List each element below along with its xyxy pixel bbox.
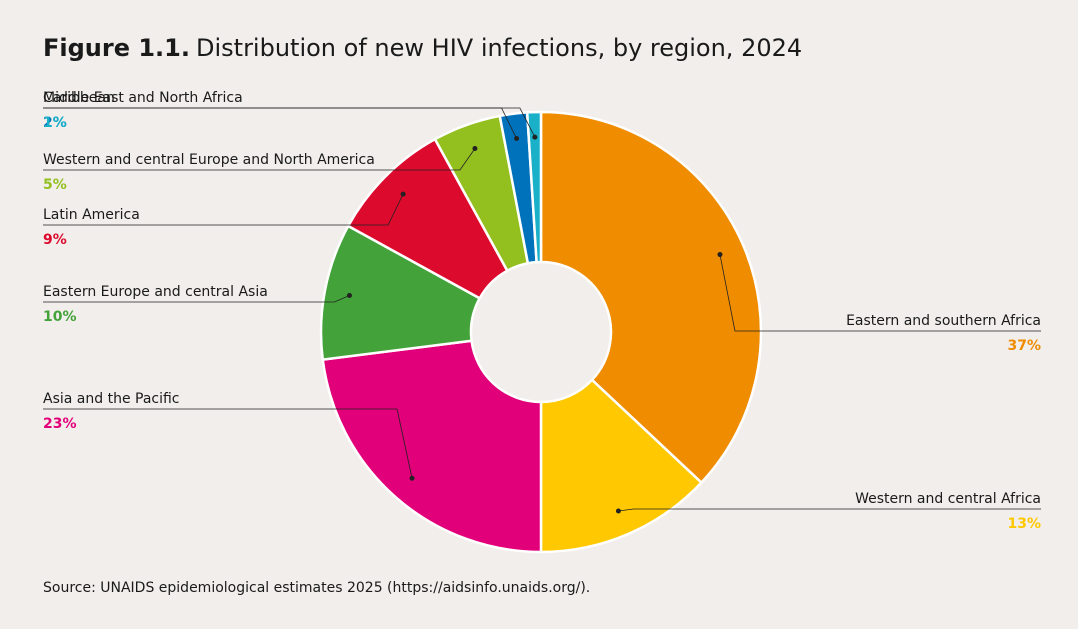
category-label: Asia and the Pacific	[43, 391, 180, 407]
leader-dot	[346, 292, 352, 298]
category-label: Western and central Africa	[855, 491, 1041, 507]
value-label: 5%	[43, 177, 67, 193]
slice	[525, 110, 543, 264]
leader-dot	[400, 191, 406, 197]
category-label: Eastern Europe and central Asia	[43, 284, 268, 300]
leader-line	[43, 193, 404, 226]
value-label: 9%	[43, 232, 67, 248]
leader-dot	[717, 252, 723, 258]
slice	[319, 224, 482, 361]
leader-line	[43, 107, 536, 138]
leader-line	[719, 254, 1041, 332]
leader-line	[43, 295, 350, 303]
value-label: 10%	[43, 309, 77, 325]
title-text: Distribution of new HIV infections, by r…	[196, 34, 802, 62]
chart-title: Figure 1.1. Distribution of new HIV infec…	[43, 34, 802, 62]
value-label: 37%	[1007, 338, 1041, 354]
leader-dot	[409, 475, 415, 481]
value-label: 13%	[1007, 516, 1041, 532]
leader-dot	[514, 136, 520, 142]
leader-line	[43, 148, 476, 171]
category-label: Caribbean	[43, 90, 115, 106]
title-prefix: Figure 1.1.	[43, 34, 190, 62]
leader-dot	[615, 508, 621, 514]
value-label: 2%	[43, 115, 67, 131]
category-label: Middle East and North Africa	[43, 90, 243, 106]
leader-line	[618, 508, 1041, 512]
category-label: Western and central Europe and North Ame…	[43, 152, 375, 168]
value-label: 23%	[43, 416, 77, 432]
value-label: 1%	[43, 115, 67, 131]
category-label: Latin America	[43, 207, 140, 223]
category-label: Eastern and southern Africa	[846, 313, 1041, 329]
slice	[321, 339, 543, 554]
leader-dot	[532, 134, 538, 140]
leader-line	[43, 408, 413, 479]
leader-dot	[472, 146, 478, 152]
slice	[539, 110, 763, 485]
slice	[346, 137, 509, 300]
source-note: Source: UNAIDS epidemiological estimates…	[43, 580, 590, 596]
